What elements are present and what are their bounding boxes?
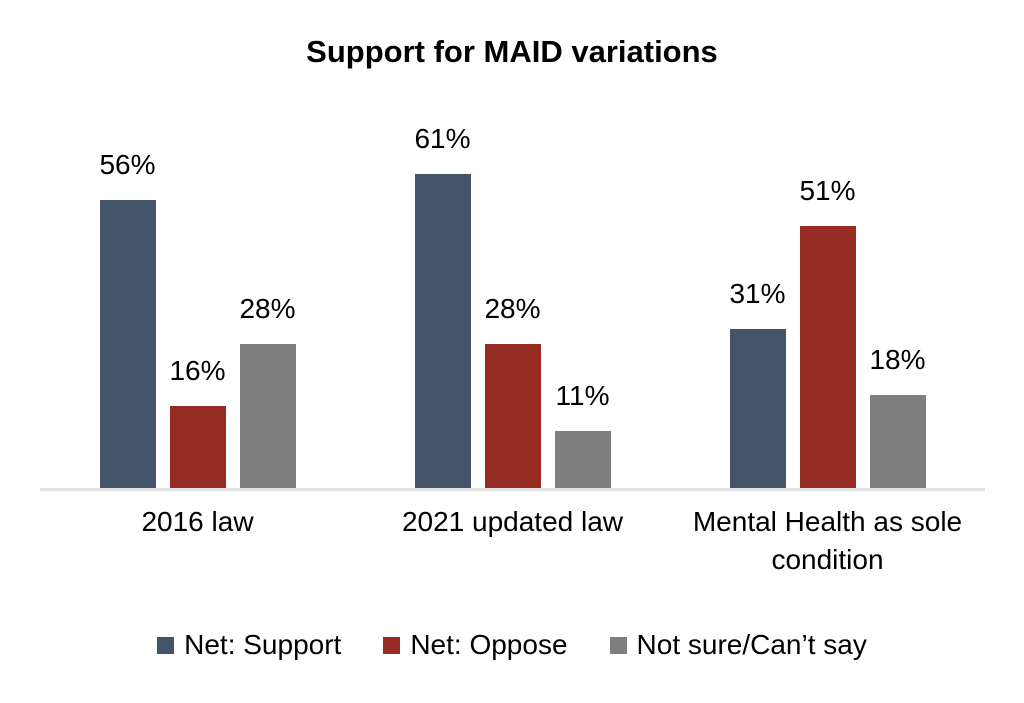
bar-column: 16% [169, 355, 226, 488]
bar [414, 174, 471, 488]
bar [554, 431, 611, 488]
bar-value-label: 16% [169, 355, 226, 386]
bar-value-label: 28% [239, 293, 296, 324]
chart-title: Support for MAID variations [306, 34, 718, 69]
bar-value-label: 56% [99, 149, 156, 180]
bar-column: 31% [729, 278, 786, 488]
bar-value-label: 18% [869, 344, 926, 375]
bar-group: 31% 51% 18% [729, 175, 926, 488]
bar [239, 344, 296, 488]
bar-value-label: 51% [799, 175, 856, 206]
legend-swatch-icon [157, 636, 175, 654]
bar [799, 226, 856, 488]
legend-item: Not sure/Can’t say [609, 628, 867, 662]
bar-group: 61% 28% 11% [414, 123, 611, 488]
bar [869, 395, 926, 488]
bar-value-label: 28% [484, 293, 541, 324]
legend-label: Net: Oppose [410, 629, 568, 660]
bar [99, 200, 156, 488]
bar-column: 28% [239, 293, 296, 488]
legend-swatch-icon [383, 636, 401, 654]
bar-value-label: 31% [729, 278, 786, 309]
category-label: 2021 updated law [401, 506, 624, 537]
bar-column: 51% [799, 175, 856, 488]
bar-column: 11% [554, 380, 611, 488]
plot-area: 56% 16% 28% 61% 28% 11% 31% 51% 18% [40, 100, 985, 491]
category-axis: 2016 law 2021 updated law Mental Health as… [40, 503, 985, 579]
bar [729, 329, 786, 488]
legend: Net: Support Net: Oppose Not sure/Can’t sa… [0, 628, 1024, 662]
legend-swatch-icon [609, 636, 627, 654]
bar-column: 56% [99, 149, 156, 488]
bar [484, 344, 541, 488]
bar [169, 406, 226, 488]
bar-column: 18% [869, 344, 926, 488]
bar-group: 56% 16% 28% [99, 149, 296, 488]
bar-value-label: 61% [414, 123, 471, 154]
bar-value-label: 11% [555, 380, 610, 411]
legend-item: Net: Oppose [383, 628, 568, 662]
bar-column: 28% [484, 293, 541, 488]
category-label: Mental Health as sole condition [692, 506, 963, 575]
legend-label: Not sure/Can’t say [636, 629, 867, 660]
legend-item: Net: Support [157, 628, 341, 662]
category-label: 2016 law [141, 506, 254, 537]
legend-label: Net: Support [184, 629, 342, 660]
bar-column: 61% [414, 123, 471, 488]
